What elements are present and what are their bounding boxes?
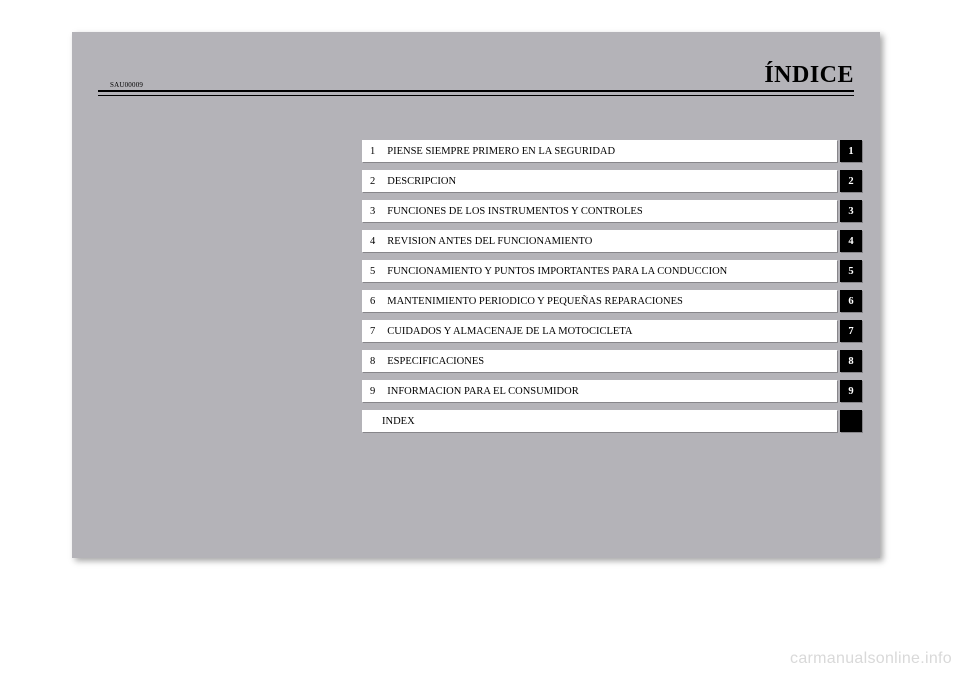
toc-entry-body[interactable]: 7 CUIDADOS Y ALMACENAJE DE LA MOTOCICLET… [362,320,837,342]
toc-entry-label: CUIDADOS Y ALMACENAJE DE LA MOTOCICLETA [387,326,632,337]
toc-tab[interactable]: 7 [840,320,862,342]
toc-entry-body[interactable]: 2 DESCRIPCION [362,170,837,192]
toc-entry: 4 REVISION ANTES DEL FUNCIONAMIENTO 4 [362,230,862,252]
toc-entry-body[interactable]: 6 MANTENIMIENTO PERIODICO Y PEQUEÑAS REP… [362,290,837,312]
manual-page: SAU00009 ÍNDICE 1 PIENSE SIEMPRE PRIMERO… [72,32,880,558]
watermark-text: carmanualsonline.info [790,650,952,668]
toc-tab[interactable] [840,410,862,432]
toc-entry-body[interactable]: 3 FUNCIONES DE LOS INSTRUMENTOS Y CONTRO… [362,200,837,222]
toc-entry-num: 1 [370,146,375,157]
toc-entry-label: INFORMACION PARA EL CONSUMIDOR [387,386,578,397]
toc-entry-num: 8 [370,356,375,367]
toc-tab[interactable]: 8 [840,350,862,372]
toc-tab[interactable]: 3 [840,200,862,222]
toc-entry-label: FUNCIONES DE LOS INSTRUMENTOS Y CONTROLE… [387,206,642,217]
toc-tab[interactable]: 2 [840,170,862,192]
toc-entry: 6 MANTENIMIENTO PERIODICO Y PEQUEÑAS REP… [362,290,862,312]
toc-entry-body[interactable]: INDEX [362,410,837,432]
toc-entry: 1 PIENSE SIEMPRE PRIMERO EN LA SEGURIDAD… [362,140,862,162]
page-title: ÍNDICE [764,62,854,89]
header-rule-thin [98,95,854,96]
toc-entry: 5 FUNCIONAMIENTO Y PUNTOS IMPORTANTES PA… [362,260,862,282]
toc-entry: 3 FUNCIONES DE LOS INSTRUMENTOS Y CONTRO… [362,200,862,222]
toc-entry-num: 9 [370,386,375,397]
toc-entry-body[interactable]: 8 ESPECIFICACIONES [362,350,837,372]
toc-entry-body[interactable]: 5 FUNCIONAMIENTO Y PUNTOS IMPORTANTES PA… [362,260,837,282]
toc-tab[interactable]: 1 [840,140,862,162]
toc-entry-label: MANTENIMIENTO PERIODICO Y PEQUEÑAS REPAR… [387,296,683,307]
toc-entry-num: 7 [370,326,375,337]
toc-entry-num: 5 [370,266,375,277]
toc-entry: INDEX [362,410,862,432]
toc-entry-body[interactable]: 1 PIENSE SIEMPRE PRIMERO EN LA SEGURIDAD [362,140,837,162]
toc-entry-body[interactable]: 9 INFORMACION PARA EL CONSUMIDOR [362,380,837,402]
toc-tab[interactable]: 6 [840,290,862,312]
header-rule-thick [98,90,854,92]
toc-entry-num: 4 [370,236,375,247]
toc-entry-label: INDEX [382,416,415,427]
toc-entry-label: DESCRIPCION [387,176,456,187]
toc-tab[interactable]: 5 [840,260,862,282]
toc-entry: 7 CUIDADOS Y ALMACENAJE DE LA MOTOCICLET… [362,320,862,342]
toc-entry: 9 INFORMACION PARA EL CONSUMIDOR 9 [362,380,862,402]
toc-entry-label: PIENSE SIEMPRE PRIMERO EN LA SEGURIDAD [387,146,615,157]
doc-code: SAU00009 [110,81,143,89]
table-of-contents: 1 PIENSE SIEMPRE PRIMERO EN LA SEGURIDAD… [362,140,862,440]
toc-tab[interactable]: 9 [840,380,862,402]
page-header: SAU00009 ÍNDICE [110,62,854,89]
toc-entry: 8 ESPECIFICACIONES 8 [362,350,862,372]
toc-entry: 2 DESCRIPCION 2 [362,170,862,192]
toc-entry-label: REVISION ANTES DEL FUNCIONAMIENTO [387,236,592,247]
toc-entry-num: 6 [370,296,375,307]
toc-tab[interactable]: 4 [840,230,862,252]
toc-entry-label: FUNCIONAMIENTO Y PUNTOS IMPORTANTES PARA… [387,266,727,277]
toc-entry-num: 3 [370,206,375,217]
toc-entry-label: ESPECIFICACIONES [387,356,484,367]
toc-entry-body[interactable]: 4 REVISION ANTES DEL FUNCIONAMIENTO [362,230,837,252]
toc-entry-num: 2 [370,176,375,187]
